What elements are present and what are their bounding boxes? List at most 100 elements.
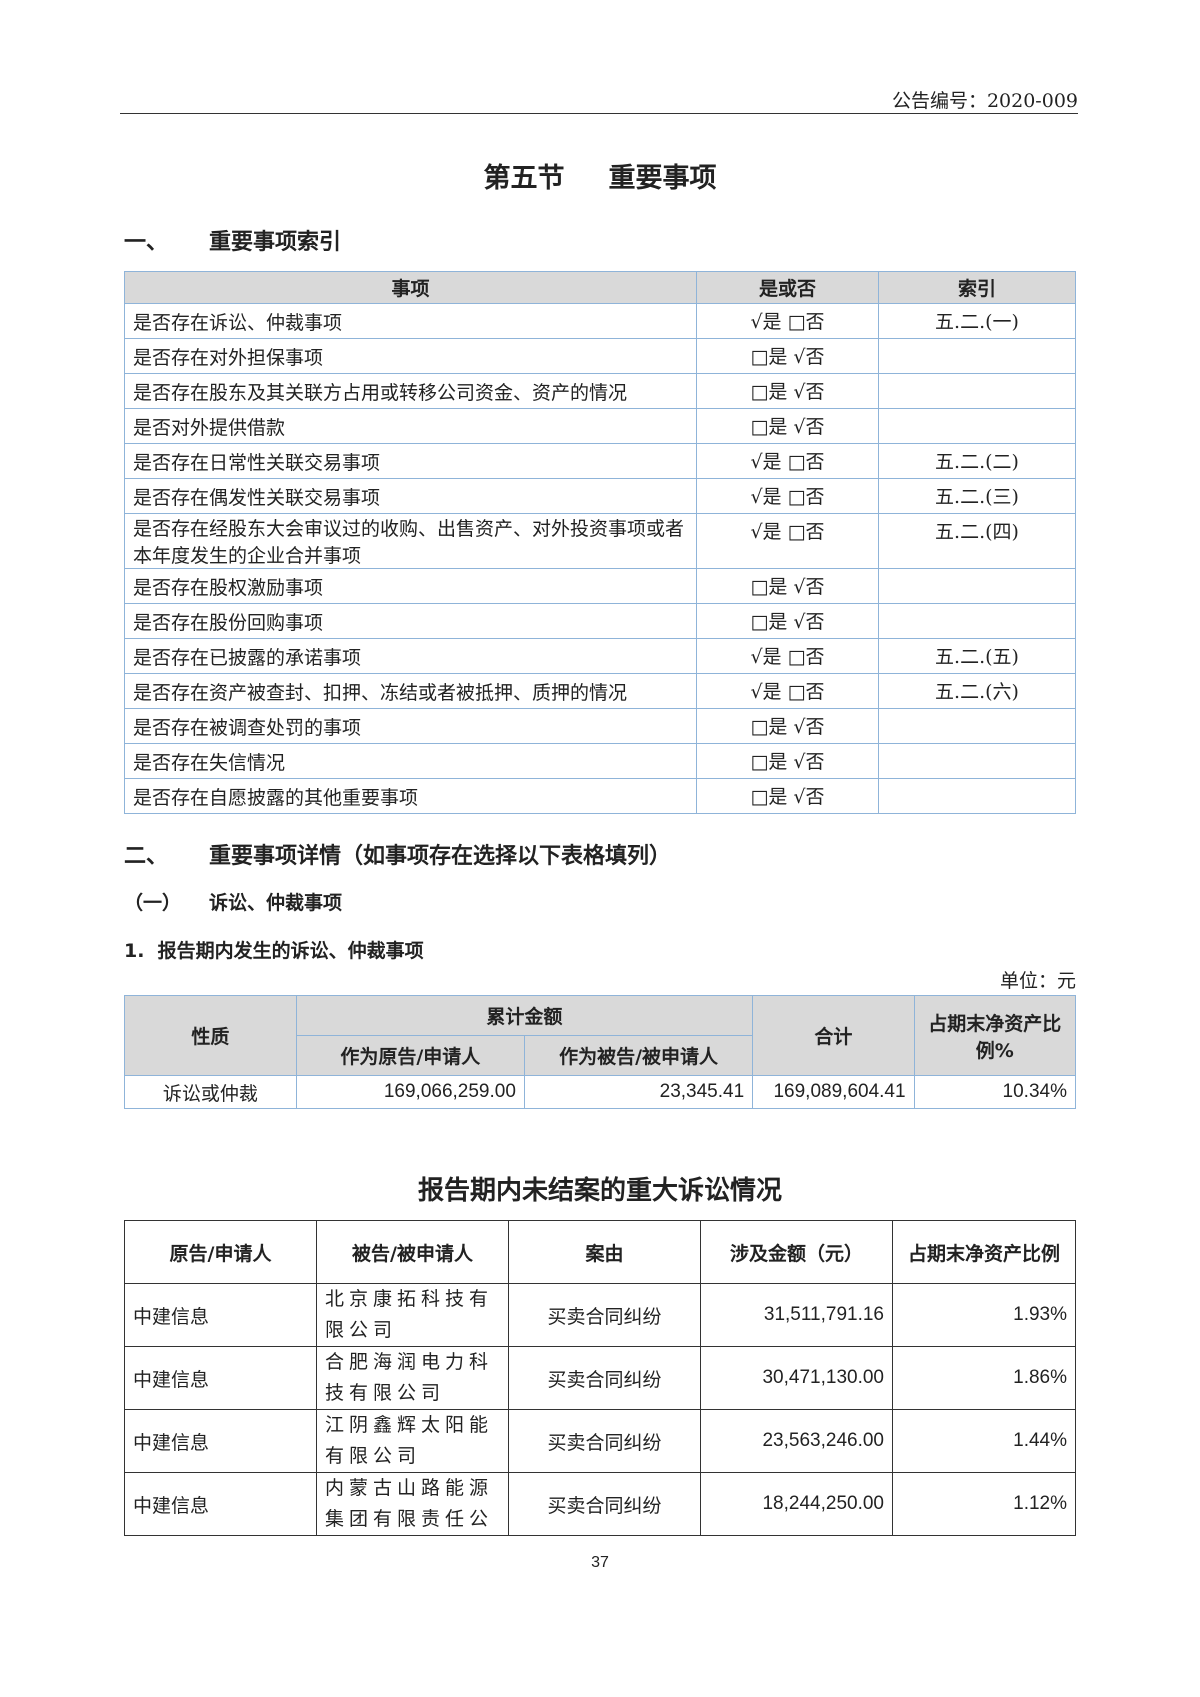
cell-defendant: 内蒙古山路能源集团有限责任公 <box>316 1472 509 1536</box>
h-total: 合计 <box>752 995 915 1076</box>
table-row: 是否存在失信情况 □是 √否 <box>124 743 1076 779</box>
cell-plaintiff: 169,066,259.00 <box>295 1075 525 1109</box>
cell-ref <box>878 708 1076 744</box>
cell-cause: 买卖合同纠纷 <box>508 1409 701 1473</box>
cell-total: 169,089,604.41 <box>752 1075 915 1109</box>
cell-ref <box>878 603 1076 639</box>
table-row: 中建信息 内蒙古山路能源集团有限责任公 买卖合同纠纷 18,244,250.00 1.1… <box>124 1472 1076 1536</box>
h-plaintiff: 作为原告/申请人 <box>295 1035 525 1076</box>
cell-ref <box>878 568 1076 604</box>
cell-defendant: 北京康拓科技有限公司 <box>316 1283 509 1347</box>
cell-answer: □是 √否 <box>696 408 879 444</box>
cell-answer: □是 √否 <box>696 743 879 779</box>
cell-plaintiff: 中建信息 <box>124 1283 317 1347</box>
table-row: 是否存在日常性关联交易事项 √是 □否 五.二.(二) <box>124 443 1076 479</box>
col-header: 涉及金额（元） <box>700 1220 893 1284</box>
col-header: 案由 <box>508 1220 701 1284</box>
cell-defendant: 23,345.41 <box>523 1075 754 1109</box>
unit-label: 单位：元 <box>999 970 1076 992</box>
sub-title: 诉讼、仲裁事项 <box>209 892 343 914</box>
table-row: 是否存在已披露的承诺事项 √是 □否 五.二.(五) <box>124 638 1076 674</box>
col-header: 原告/申请人 <box>124 1220 317 1284</box>
table-row: 是否存在股权激励事项 □是 √否 <box>124 568 1076 604</box>
section-num: 二、 <box>124 844 169 869</box>
table-row: 是否存在诉讼、仲裁事项 √是 □否 五.二.(一) <box>124 303 1076 339</box>
cell-item: 是否存在股权激励事项 <box>124 568 697 604</box>
cell-ref: 五.二.(二) <box>878 443 1076 479</box>
table-row: 是否存在资产被查封、扣押、冻结或者被抵押、质押的情况 √是 □否 五.二.(六) <box>124 673 1076 709</box>
cell-item: 是否存在被调查处罚的事项 <box>124 708 697 744</box>
cell-ref: 五.二.(三) <box>878 478 1076 514</box>
cell-cause: 买卖合同纠纷 <box>508 1472 701 1536</box>
doc-number: 公告编号：2020-009 <box>891 90 1078 112</box>
sub1-1-heading: 1. 报告期内发生的诉讼、仲裁事项 <box>124 940 424 962</box>
cell-amount: 31,511,791.16 <box>700 1283 893 1347</box>
section-title: 重要事项索引 <box>209 230 342 255</box>
cell-answer: □是 √否 <box>696 708 879 744</box>
cell-answer: □是 √否 <box>696 778 879 814</box>
section-title: 重要事项详情（如事项存在选择以下表格填列） <box>209 844 672 869</box>
cell-ratio: 10.34% <box>913 1075 1077 1109</box>
cell-item: 是否存在资产被查封、扣押、冻结或者被抵押、质押的情况 <box>124 673 697 709</box>
cell-ref <box>878 743 1076 779</box>
table-row: 诉讼或仲裁 169,066,259.00 23,345.41 169,089,6… <box>124 1075 1077 1109</box>
cell-item: 是否存在已披露的承诺事项 <box>124 638 697 674</box>
cell-amount: 30,471,130.00 <box>700 1346 893 1410</box>
table-row: 是否存在偶发性关联交易事项 √是 □否 五.二.(三) <box>124 478 1076 514</box>
section1-heading: 一、 重要事项索引 <box>124 224 341 256</box>
title-section: 第五节 <box>483 163 565 194</box>
cell-answer: √是 □否 <box>696 303 879 339</box>
table-row: 是否存在自愿披露的其他重要事项 □是 √否 <box>124 778 1076 814</box>
col-header: 被告/被申请人 <box>316 1220 509 1284</box>
cell-plaintiff: 中建信息 <box>124 1472 317 1536</box>
cell-item: 是否存在股份回购事项 <box>124 603 697 639</box>
cell-answer: □是 √否 <box>696 603 879 639</box>
cell-defendant: 江阴鑫辉太阳能有限公司 <box>316 1409 509 1473</box>
cell-item: 是否存在自愿披露的其他重要事项 <box>124 778 697 814</box>
cell-amount: 23,563,246.00 <box>700 1409 893 1473</box>
cell-ref: 五.二.(四) <box>878 513 1076 569</box>
table-row: 中建信息 江阴鑫辉太阳能有限公司 买卖合同纠纷 23,563,246.00 1.44% <box>124 1409 1076 1473</box>
cell-ratio: 1.86% <box>892 1346 1076 1410</box>
col-header: 是或否 <box>696 271 879 304</box>
cell-ref <box>878 338 1076 374</box>
pending-title: 报告期内未结案的重大诉讼情况 <box>417 1176 782 1206</box>
cell-item: 是否存在诉讼、仲裁事项 <box>124 303 697 339</box>
cell-ref <box>878 373 1076 409</box>
cell-ref: 五.二.(五) <box>878 638 1076 674</box>
cell-nature: 诉讼或仲裁 <box>124 1075 297 1109</box>
header-rule <box>120 113 1078 114</box>
cell-defendant: 合肥海润电力科技有限公司 <box>316 1346 509 1410</box>
cell-cause: 买卖合同纠纷 <box>508 1283 701 1347</box>
table-row: 是否存在被调查处罚的事项 □是 √否 <box>124 708 1076 744</box>
cell-item: 是否存在股东及其关联方占用或转移公司资金、资产的情况 <box>124 373 697 409</box>
cell-ref <box>878 408 1076 444</box>
table-row: 是否存在股东及其关联方占用或转移公司资金、资产的情况 □是 √否 <box>124 373 1076 409</box>
section-num: 一、 <box>124 230 169 255</box>
table-row: 是否存在股份回购事项 □是 √否 <box>124 603 1076 639</box>
cell-ref <box>878 778 1076 814</box>
cell-plaintiff: 中建信息 <box>124 1346 317 1410</box>
cell-item: 是否存在日常性关联交易事项 <box>124 443 697 479</box>
litigation-summary-table: 性质 累计金额 合计 占期末净资产比例% 作为原告/申请人 作为被告/被申请人 … <box>124 995 1077 1109</box>
index-table: 事项 是或否 索引 是否存在诉讼、仲裁事项 √是 □否 五.二.(一) 是否存在对外担… <box>124 271 1076 814</box>
cell-answer: √是 □否 <box>696 478 879 514</box>
table-row: 是否对外提供借款 □是 √否 <box>124 408 1076 444</box>
cell-cause: 买卖合同纠纷 <box>508 1346 701 1410</box>
table-row: 中建信息 合肥海润电力科技有限公司 买卖合同纠纷 30,471,130.00 1.86% <box>124 1346 1076 1410</box>
cell-plaintiff: 中建信息 <box>124 1409 317 1473</box>
col-header: 索引 <box>878 271 1076 304</box>
cell-ref: 五.二.(六) <box>878 673 1076 709</box>
cell-amount: 18,244,250.00 <box>700 1472 893 1536</box>
col-header: 占期末净资产比例 <box>892 1220 1076 1284</box>
title-name: 重要事项 <box>608 163 717 194</box>
section2-heading: 二、 重要事项详情（如事项存在选择以下表格填列） <box>124 838 671 870</box>
pending-litigation-table: 原告/申请人 被告/被申请人 案由 涉及金额（元） 占期末净资产比例 中建信息北… <box>124 1220 1076 1536</box>
h-cumulative: 累计金额 <box>295 995 754 1036</box>
cell-item: 是否存在经股东大会审议过的收购、出售资产、对外投资事项或者本年度发生的企业合并事… <box>124 513 697 569</box>
table-row: 中建信息 北京康拓科技有限公司 买卖合同纠纷 31,511,791.16 1.93% <box>124 1283 1076 1347</box>
cell-answer: □是 √否 <box>696 568 879 604</box>
h-nature: 性质 <box>124 995 297 1076</box>
sub1-heading: （一） 诉讼、仲裁事项 <box>124 888 342 915</box>
